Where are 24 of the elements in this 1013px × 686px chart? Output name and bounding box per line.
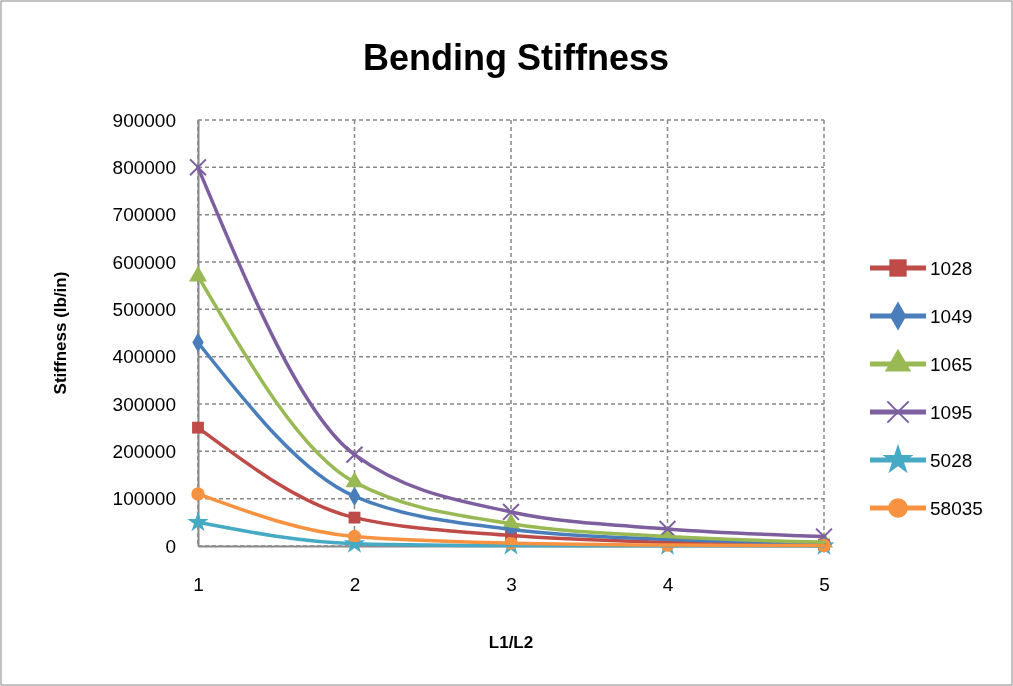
legend-label: 1065 (930, 354, 973, 375)
legend-label: 1028 (930, 258, 973, 279)
x-tick-label: 3 (506, 574, 517, 596)
y-tick-label: 500000 (112, 298, 176, 320)
y-tick-label: 0 (165, 535, 176, 557)
y-tick-label: 800000 (112, 156, 176, 178)
y-tick-label: 200000 (112, 440, 176, 462)
y-axis-title: Stiffness (lb/in) (51, 271, 70, 395)
y-tick-label: 600000 (112, 251, 176, 273)
y-tick-label: 400000 (112, 346, 176, 368)
chart-title: Bending Stiffness (362, 37, 670, 78)
legend-label: 5028 (930, 450, 973, 471)
legend-label: 58035 (930, 498, 983, 519)
x-tick-label: 2 (349, 574, 361, 596)
x-tick-label: 5 (819, 574, 830, 596)
y-tick-label: 900000 (112, 109, 176, 131)
x-tick-label: 1 (193, 574, 204, 596)
y-tick-label: 700000 (112, 204, 176, 226)
x-axis-title: L1/L2 (488, 633, 534, 652)
legend-label: 1049 (930, 306, 973, 327)
y-tick-label: 100000 (112, 488, 176, 510)
legend-label: 1095 (930, 402, 973, 423)
x-tick-label: 4 (662, 574, 674, 596)
y-tick-label: 300000 (112, 393, 176, 415)
